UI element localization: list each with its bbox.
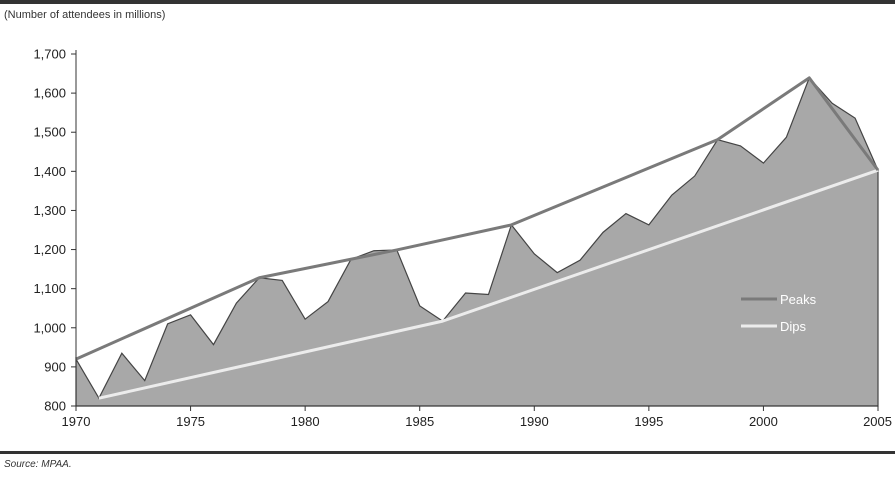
x-tick-label: 2000	[749, 414, 778, 429]
x-tick-label: 1995	[634, 414, 663, 429]
y-tick-label: 1,700	[33, 47, 66, 62]
bottom-rule	[0, 451, 895, 454]
x-tick-label: 1985	[405, 414, 434, 429]
y-tick-label: 1,000	[33, 320, 66, 335]
y-tick-label: 1,400	[33, 164, 66, 179]
y-tick-label: 900	[44, 359, 66, 374]
x-tick-label: 1990	[520, 414, 549, 429]
y-tick-label: 1,500	[33, 125, 66, 140]
attendance-area	[75, 76, 879, 407]
y-tick-label: 1,300	[33, 203, 66, 218]
source-note: Source: MPAA.	[4, 459, 72, 470]
y-tick-label: 1,600	[33, 86, 66, 101]
y-tick-label: 800	[44, 399, 66, 414]
peaks-line	[75, 76, 880, 361]
legend-dips-label: Dips	[780, 319, 807, 334]
dips-line	[98, 168, 879, 400]
x-tick-label: 1980	[291, 414, 320, 429]
x-tick-label: 1975	[176, 414, 205, 429]
x-tick-label: 2005	[863, 414, 892, 429]
top-rule	[0, 0, 895, 4]
y-tick-label: 1,200	[33, 242, 66, 257]
y-tick-label: 1,100	[33, 281, 66, 296]
x-tick-label: 1970	[62, 414, 91, 429]
chart-subtitle: (Number of attendees in millions)	[4, 9, 166, 21]
legend-peaks-label: Peaks	[780, 292, 817, 307]
